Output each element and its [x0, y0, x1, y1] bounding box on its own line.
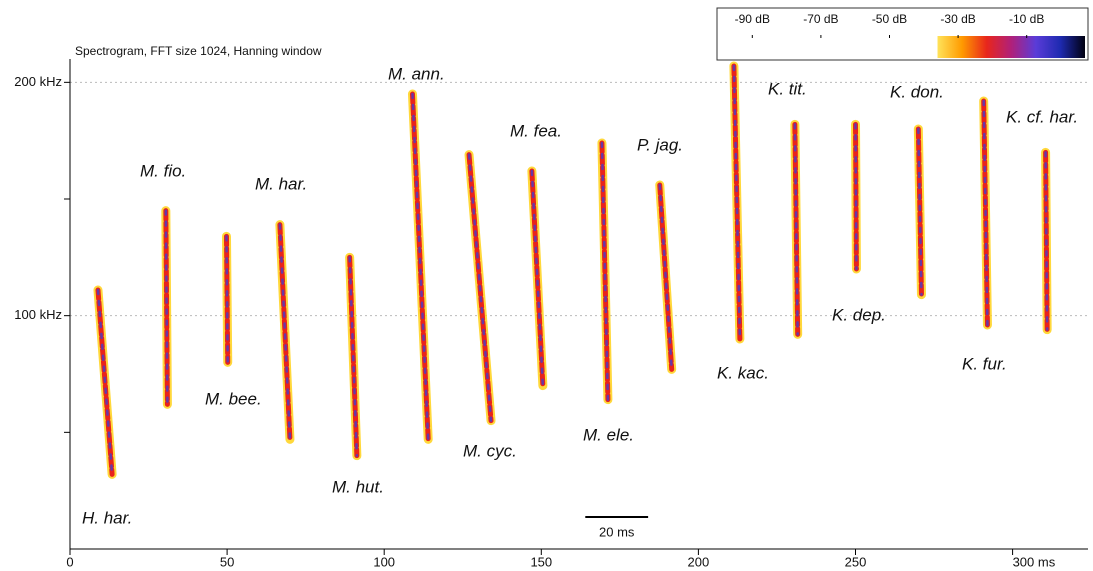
colorbar-tick-label: -70 dB [803, 12, 838, 26]
call-core [600, 141, 610, 401]
x-tick-label: 300 ms [1013, 554, 1056, 569]
call-label: H. har. [82, 508, 132, 527]
call-label: M. fea. [510, 121, 562, 140]
call-core [530, 169, 545, 387]
colorbar-tick-label: -30 dB [940, 12, 975, 26]
call-label: M. bee. [205, 389, 262, 408]
colorbar-tick-label: -10 dB [1009, 12, 1044, 26]
call-label: K. kac. [717, 363, 769, 382]
call-core [348, 256, 359, 457]
call-core [225, 235, 229, 364]
call-core [467, 153, 493, 422]
call-label: M. ele. [583, 425, 634, 444]
call-core [164, 209, 169, 406]
x-tick-label: 200 [688, 554, 710, 569]
chart-title: Spectrogram, FFT size 1024, Hanning wind… [75, 44, 322, 58]
call-label: M. har. [255, 174, 307, 193]
call-label: M. ann. [388, 64, 445, 83]
x-tick-label: 100 [373, 554, 395, 569]
call-core [96, 288, 114, 476]
call-core [854, 123, 858, 271]
call-label: K. cf. har. [1006, 107, 1078, 126]
colorbar-tick-label: -90 dB [735, 12, 770, 26]
call-core [278, 223, 292, 441]
call-core [982, 99, 989, 327]
call-label: M. fio. [140, 161, 186, 180]
call-core [793, 123, 799, 336]
call-core [732, 64, 742, 341]
x-tick-label: 250 [845, 554, 867, 569]
call-core [1044, 151, 1049, 331]
x-tick-label: 0 [66, 554, 73, 569]
call-label: P. jag. [637, 135, 683, 154]
colorbar-gradient [937, 36, 1085, 58]
y-tick-label: 200 kHz [14, 74, 62, 89]
scale-bar-label: 20 ms [599, 524, 635, 539]
x-tick-label: 50 [220, 554, 234, 569]
call-label: K. don. [890, 82, 944, 101]
call-label: K. dep. [832, 305, 886, 324]
call-mid [915, 126, 924, 298]
x-tick-label: 150 [530, 554, 552, 569]
call-label: M. hut. [332, 477, 384, 496]
y-tick-label: 100 kHz [14, 307, 62, 322]
colorbar-tick-label: -50 dB [872, 12, 907, 26]
call-label: K. fur. [962, 354, 1007, 373]
call-label: M. cyc. [463, 441, 517, 460]
call-core [411, 92, 430, 441]
call-mid [223, 233, 231, 365]
call-label: K. tit. [768, 79, 807, 98]
call-core [658, 183, 673, 371]
